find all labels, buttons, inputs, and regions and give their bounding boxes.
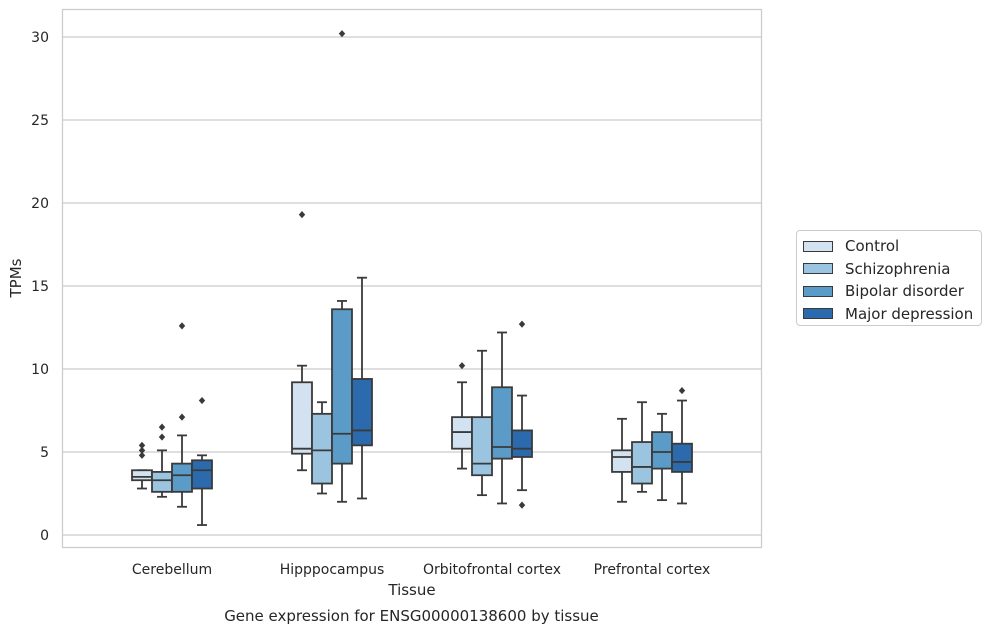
y-axis-title: TPMs	[7, 258, 25, 298]
box-iqr	[351, 378, 373, 447]
box-iqr	[131, 469, 153, 482]
outlier-point	[178, 322, 186, 330]
x-tick-label: Hipppocampus	[280, 562, 385, 578]
outlier-point	[678, 386, 686, 395]
y-tick-label: 15	[31, 279, 49, 295]
outlier-point	[298, 211, 306, 219]
outlier-point	[138, 446, 146, 454]
figure-caption: Gene expression for ENSG00000138600 by t…	[224, 607, 599, 625]
x-tick-label: Orbitofrontal cortex	[423, 562, 561, 578]
plot-frame	[61, 8, 763, 549]
y-axis-ticks: 0 5 10 15 20 25 30	[31, 30, 49, 544]
y-tick-label: 10	[31, 362, 49, 378]
y-tick-label: 20	[31, 196, 49, 212]
y-gridlines	[62, 36, 762, 536]
box-schizophrenia-cerebellum	[151, 423, 173, 498]
box-major-depression-orbitofrontal-cortex	[511, 320, 533, 509]
box-major-depression-prefrontal-cortex	[671, 386, 693, 505]
box-major-depression-cerebellum	[191, 396, 213, 526]
box-iqr	[191, 459, 213, 490]
box-schizophrenia-hipppocampus	[311, 401, 333, 495]
outlier-point	[178, 413, 186, 421]
outlier-point	[138, 451, 146, 459]
legend-item-major-depression: Major depression	[803, 303, 981, 326]
box-iqr	[491, 386, 513, 460]
box-iqr	[171, 462, 193, 493]
box-iqr	[631, 441, 653, 485]
legend-label-control: Control	[845, 237, 900, 256]
box-control-orbitofrontal-cortex	[451, 362, 473, 470]
outlier-point	[518, 320, 526, 328]
box-iqr	[291, 381, 313, 455]
y-tick-label: 30	[31, 30, 49, 46]
outlier-point	[158, 433, 166, 441]
box-iqr	[671, 442, 693, 473]
x-axis-title: Tissue	[387, 581, 435, 599]
legend-item-control: Control	[803, 235, 981, 258]
box-iqr	[511, 429, 533, 458]
y-tick-label: 25	[31, 113, 49, 129]
legend-label-schizophrenia: Schizophrenia	[845, 259, 951, 278]
box-control-hipppocampus	[291, 211, 313, 472]
box-schizophrenia-prefrontal-cortex	[631, 401, 653, 493]
chart-legend: Control Schizophrenia Bipolar disorder M…	[796, 230, 982, 326]
outlier-point	[338, 30, 346, 38]
x-axis-ticks: Cerebellum Hipppocampus Orbitofrontal cort…	[132, 562, 710, 578]
box-iqr	[651, 431, 673, 470]
box-bipolar-disorder-orbitofrontal-cortex	[491, 331, 513, 505]
box-bipolar-disorder-prefrontal-cortex	[651, 412, 673, 502]
legend-swatch-schizophrenia	[803, 263, 833, 275]
box-plot-area	[131, 30, 693, 526]
legend-swatch-control	[803, 240, 833, 252]
outlier-point	[138, 441, 146, 449]
box-bipolar-disorder-hipppocampus	[331, 30, 353, 503]
y-tick-label: 0	[40, 528, 49, 544]
box-iqr	[311, 412, 333, 485]
legend-swatch-major-depression	[803, 308, 833, 320]
box-control-cerebellum	[131, 441, 153, 490]
y-tick-label: 5	[40, 445, 49, 461]
box-bipolar-disorder-cerebellum	[171, 322, 193, 508]
x-tick-label: Cerebellum	[132, 562, 212, 578]
outlier-point	[158, 423, 166, 431]
x-tick-label: Prefrontal cortex	[594, 562, 711, 578]
legend-item-schizophrenia: Schizophrenia	[803, 258, 981, 281]
legend-label-major-depression: Major depression	[845, 304, 974, 323]
box-iqr	[151, 471, 173, 493]
outlier-point	[518, 501, 526, 509]
box-iqr	[331, 308, 353, 465]
box-control-prefrontal-cortex	[611, 417, 633, 503]
legend-label-bipolar-disorder: Bipolar disorder	[845, 282, 964, 301]
legend-item-bipolar-disorder: Bipolar disorder	[803, 280, 981, 303]
outlier-point	[198, 396, 206, 405]
outlier-point	[458, 362, 466, 370]
box-iqr	[471, 416, 493, 477]
box-major-depression-hipppocampus	[351, 276, 373, 500]
legend-swatch-bipolar-disorder	[803, 285, 833, 297]
box-schizophrenia-orbitofrontal-cortex	[471, 349, 493, 497]
box-iqr	[611, 449, 633, 473]
